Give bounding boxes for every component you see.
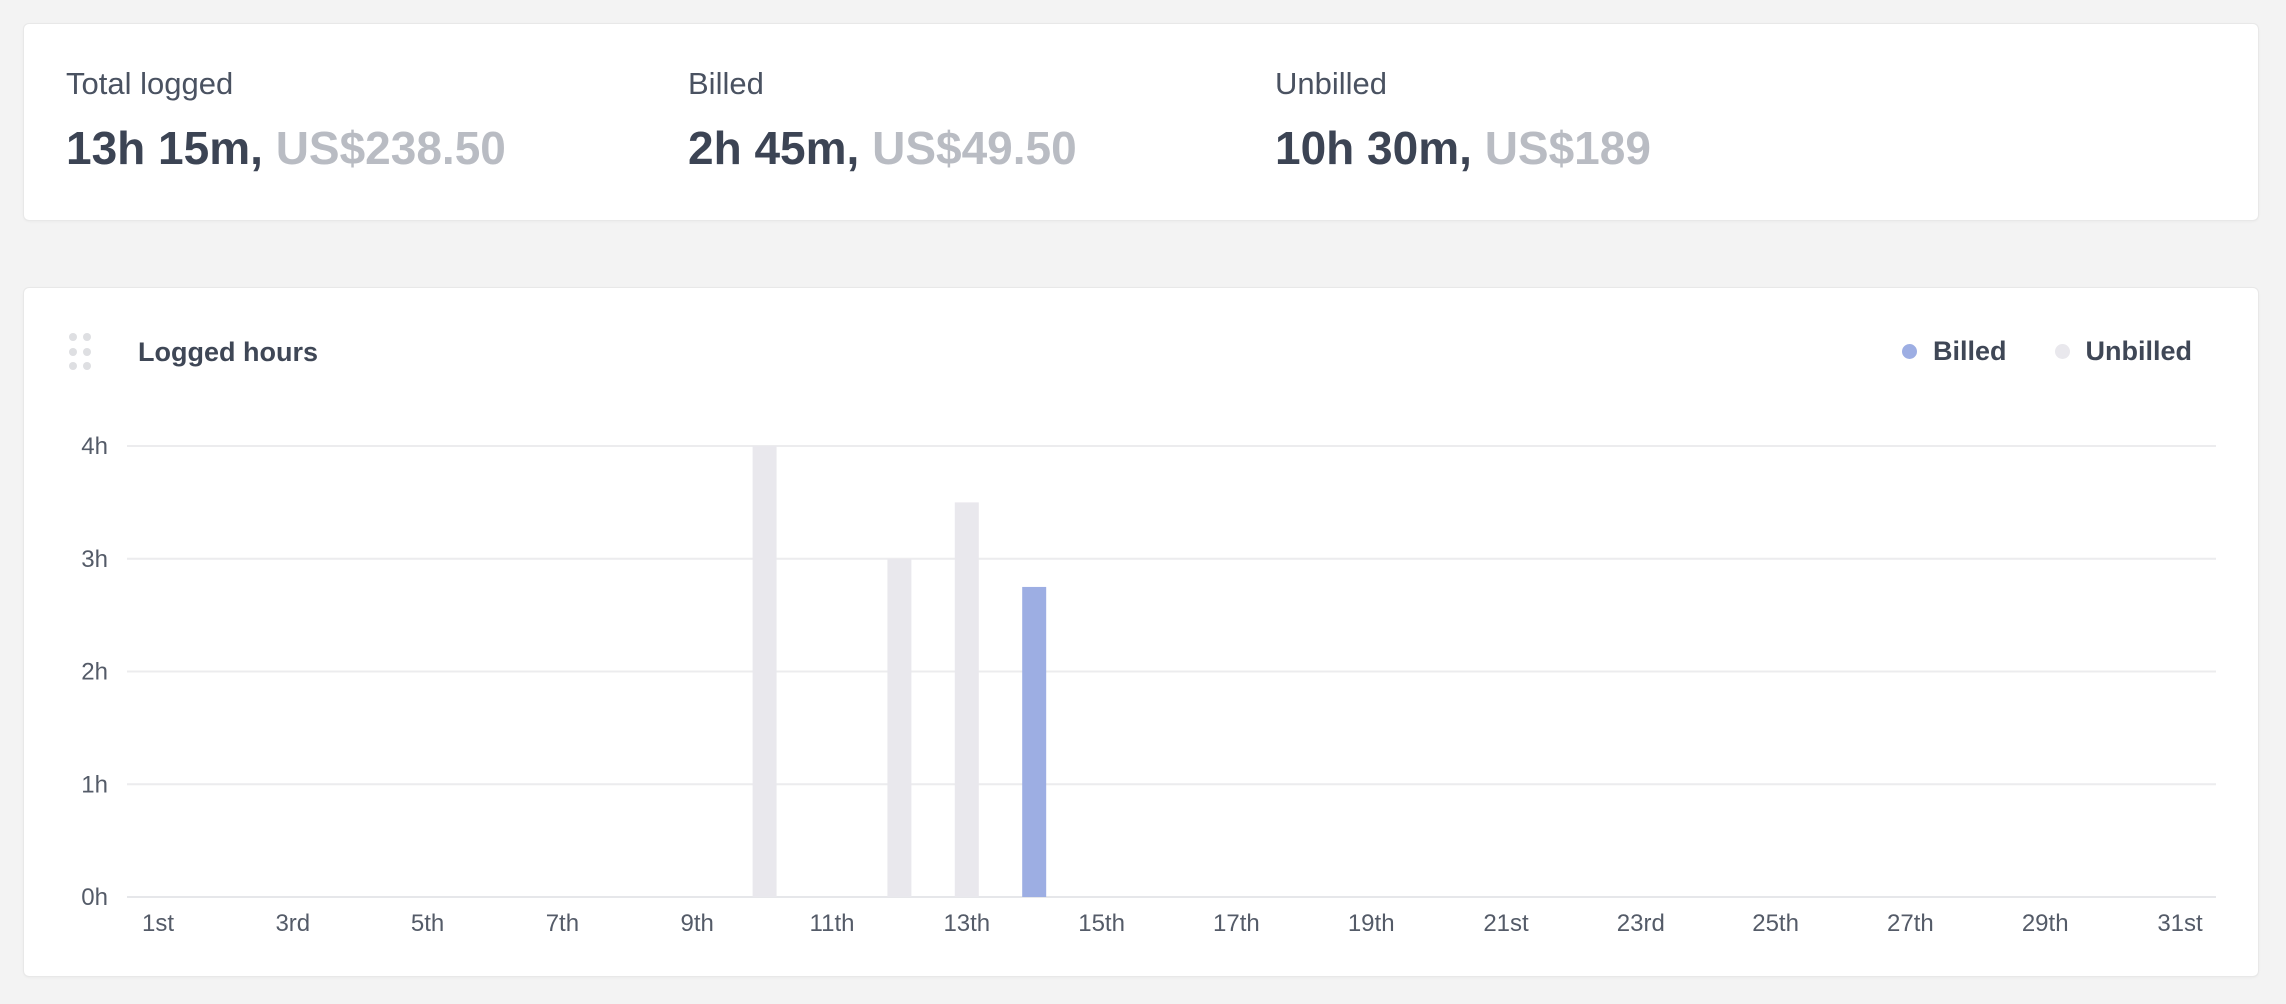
x-tick-23rd: 23rd — [1617, 910, 1665, 937]
x-tick-29th: 29th — [2022, 910, 2069, 937]
x-tick-7th: 7th — [546, 910, 579, 937]
unbilled-value: 10h 30m, US$189 — [1275, 125, 1651, 171]
y-tick-0h: 0h — [81, 884, 108, 911]
y-tick-1h: 1h — [81, 771, 108, 798]
x-tick-5th: 5th — [411, 910, 444, 937]
legend-dot-unbilled — [2054, 344, 2070, 359]
x-tick-17th: 17th — [1213, 910, 1260, 937]
x-tick-13th: 13th — [943, 910, 990, 937]
chart-legend: Billed Unbilled — [1901, 336, 2193, 367]
x-tick-9th: 9th — [681, 910, 714, 937]
bar-unbilled-day-12 — [887, 558, 912, 897]
unbilled-amount: US$189 — [1484, 122, 1651, 174]
billed-time: 2h 45m, — [688, 122, 860, 174]
total-logged-amount: US$238.50 — [275, 122, 506, 174]
x-tick-25th: 25th — [1752, 910, 1799, 937]
billed-amount: US$49.50 — [872, 122, 1077, 174]
legend-label-unbilled: Unbilled — [2085, 336, 2193, 366]
x-tick-11th: 11th — [810, 910, 855, 937]
bar-unbilled-day-10 — [752, 446, 777, 897]
unbilled-time: 10h 30m, — [1275, 122, 1472, 174]
billed-label: Billed — [688, 66, 764, 101]
y-tick-4h: 4h — [81, 433, 108, 460]
legend-label-billed: Billed — [1932, 336, 2007, 366]
logged-hours-chart: 0h 1h 2h 3h 4h 1st 3rd 5th 7th 9th 11th 13th 15th 17t… — [81, 433, 2216, 937]
total-logged-label: Total logged — [66, 66, 234, 101]
x-tick-27th: 27th — [1887, 910, 1934, 937]
summary-card: Total logged 13h 15m, US$238.50 Billed 2… — [23, 23, 2259, 221]
billed-value: 2h 45m, US$49.50 — [688, 125, 1077, 171]
logged-hours-card: Logged hours Billed Unbilled 0h 1h 2h 3h 4h 1… — [23, 287, 2259, 977]
chart-title: Logged hours — [138, 337, 318, 367]
bar-billed-day-14 — [1022, 586, 1047, 897]
total-logged-time: 13h 15m, — [66, 122, 263, 174]
x-tick-19th: 19th — [1348, 910, 1395, 937]
unbilled-label: Unbilled — [1275, 66, 1388, 101]
bar-unbilled-day-13 — [954, 502, 979, 897]
legend-dot-billed — [1901, 344, 1917, 359]
legend-item-unbilled[interactable]: Unbilled — [2054, 336, 2193, 367]
billed-stat: Billed 2h 45m, US$49.50 — [688, 68, 1077, 171]
y-tick-2h: 2h — [81, 659, 108, 686]
x-tick-31st: 31st — [2157, 910, 2203, 937]
unbilled-stat: Unbilled 10h 30m, US$189 — [1275, 68, 1651, 171]
total-logged-stat: Total logged 13h 15m, US$238.50 — [66, 68, 506, 171]
legend-item-billed[interactable]: Billed — [1901, 336, 2007, 367]
x-tick-15th: 15th — [1078, 910, 1125, 937]
x-tick-3rd: 3rd — [275, 910, 310, 937]
x-tick-1st: 1st — [142, 910, 174, 937]
y-tick-3h: 3h — [81, 546, 108, 573]
x-tick-21st: 21st — [1483, 910, 1529, 937]
total-logged-value: 13h 15m, US$238.50 — [66, 125, 506, 171]
drag-handle-icon[interactable] — [69, 333, 91, 371]
